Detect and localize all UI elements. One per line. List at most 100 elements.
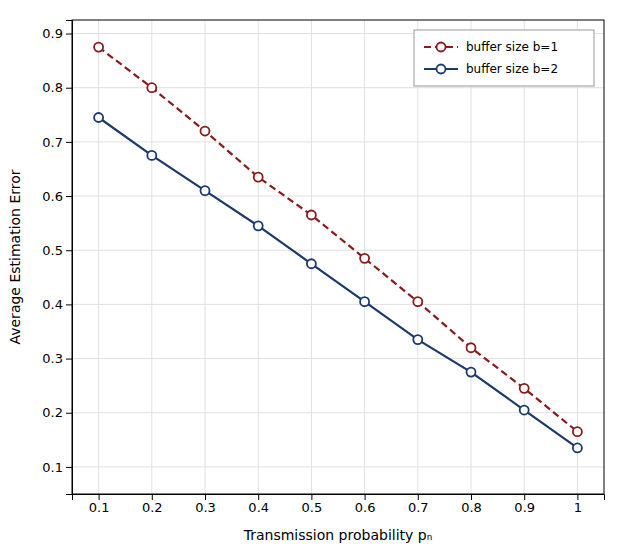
tick-label: 0.1 — [89, 500, 110, 515]
tick: 0.5 — [42, 243, 72, 258]
tick-mark — [66, 304, 72, 305]
tick-mark — [66, 359, 72, 360]
grid — [72, 20, 604, 494]
tick: 1 — [574, 494, 582, 515]
point — [201, 186, 210, 195]
legend-item: buffer size b=1 — [424, 40, 558, 54]
tick: 0.7 — [42, 135, 72, 150]
tick-label: 1 — [574, 500, 582, 515]
tick-mark — [66, 34, 72, 35]
tick-label: 0.8 — [42, 80, 63, 95]
point — [307, 211, 316, 220]
tick: 0.3 — [42, 351, 72, 366]
tick: 0.1 — [89, 494, 110, 515]
point — [573, 427, 582, 436]
tick: 0.6 — [42, 189, 72, 204]
point — [467, 343, 476, 352]
tick: 0.3 — [195, 494, 216, 515]
grid-line-x — [417, 20, 418, 494]
grid-line-y — [72, 466, 604, 467]
tick-label: 0.9 — [514, 500, 535, 515]
grid-line-x — [258, 20, 259, 494]
point — [147, 83, 156, 92]
tick-mark — [66, 142, 72, 143]
tick-mark — [152, 494, 153, 500]
legend-label: buffer size b=2 — [466, 62, 558, 76]
tick-mark — [577, 494, 578, 500]
point — [360, 254, 369, 263]
plot: 0.1 0.2 0.3 0.4 0.5 0.6 0.7 0.8 0.9 1 0.1 0.2 0.3 0.4… — [42, 20, 604, 515]
tick-label: 0.4 — [248, 500, 269, 515]
tick-label: 0.6 — [355, 500, 376, 515]
point — [94, 113, 103, 122]
legend-label: buffer size b=1 — [466, 40, 558, 54]
y-axis-title: Average Estimation Error — [7, 169, 23, 344]
point — [307, 259, 316, 268]
point — [520, 384, 529, 393]
grid-line-y — [72, 141, 604, 142]
tick-label: 0.3 — [195, 500, 216, 515]
legend: buffer size b=1 buffer size b=2 — [414, 30, 594, 86]
tick: 0.5 — [302, 494, 323, 515]
grid-line-x — [98, 20, 99, 494]
tick: 0.2 — [42, 405, 72, 420]
point — [573, 443, 582, 452]
tick-label: 0.2 — [142, 500, 163, 515]
tick-label: 0.1 — [42, 460, 63, 475]
grid-line-y — [72, 304, 604, 305]
tick: 0.8 — [461, 494, 482, 515]
series-line — [99, 47, 578, 432]
point — [467, 368, 476, 377]
grid-line-y — [72, 196, 604, 197]
tick-mark — [258, 494, 259, 500]
tick: 0.9 — [514, 494, 535, 515]
point — [147, 151, 156, 160]
tick-label: 0.5 — [302, 500, 323, 515]
tick: 0.6 — [355, 494, 376, 515]
tick-mark — [66, 250, 72, 251]
tick: 0.1 — [42, 460, 72, 475]
point — [413, 297, 422, 306]
axis-line — [66, 21, 73, 495]
tick-label: 0.2 — [42, 405, 63, 420]
tick-label: 0.3 — [42, 351, 63, 366]
tick-label: 0.7 — [42, 135, 63, 150]
grid-line-x — [524, 20, 525, 494]
axis-line — [73, 495, 605, 501]
tick-mark — [66, 467, 72, 468]
tick-mark — [524, 494, 525, 500]
legend-marker — [437, 43, 446, 52]
plot-frame — [72, 20, 604, 494]
series-group — [94, 43, 582, 453]
point — [520, 406, 529, 415]
grid-line-x — [205, 20, 206, 494]
tick: 0.4 — [42, 297, 72, 312]
tick-label: 0.5 — [42, 243, 63, 258]
grid-line-x — [311, 20, 312, 494]
tick: 0.2 — [142, 494, 163, 515]
tick-mark — [99, 494, 100, 500]
grid-line-y — [72, 250, 604, 251]
x-axis-title: Transmission probability pₙ — [243, 527, 433, 543]
tick: 0.7 — [408, 494, 429, 515]
y-axis: 0.1 0.2 0.3 0.4 0.5 0.6 0.7 0.8 0.9 — [42, 21, 72, 495]
tick-label: 0.4 — [42, 297, 63, 312]
tick-mark — [205, 494, 206, 500]
tick-label: 0.9 — [42, 26, 63, 41]
chart: 0.1 0.2 0.3 0.4 0.5 0.6 0.7 0.8 0.9 1 0.1 0.2 0.3 0.4… — [0, 0, 628, 554]
series-line — [99, 118, 578, 448]
x-axis: 0.1 0.2 0.3 0.4 0.5 0.6 0.7 0.8 0.9 1 — [73, 494, 605, 515]
point — [94, 43, 103, 52]
point — [413, 335, 422, 344]
legend-box — [414, 30, 594, 86]
grid-line-y — [72, 358, 604, 359]
tick-mark — [66, 413, 72, 414]
tick-label: 0.6 — [42, 189, 63, 204]
grid-line-x — [577, 20, 578, 494]
legend-marker — [437, 65, 446, 74]
point — [360, 297, 369, 306]
legend-item: buffer size b=2 — [424, 62, 558, 76]
tick-mark — [66, 88, 72, 89]
point — [254, 221, 263, 230]
tick: 0.4 — [248, 494, 269, 515]
